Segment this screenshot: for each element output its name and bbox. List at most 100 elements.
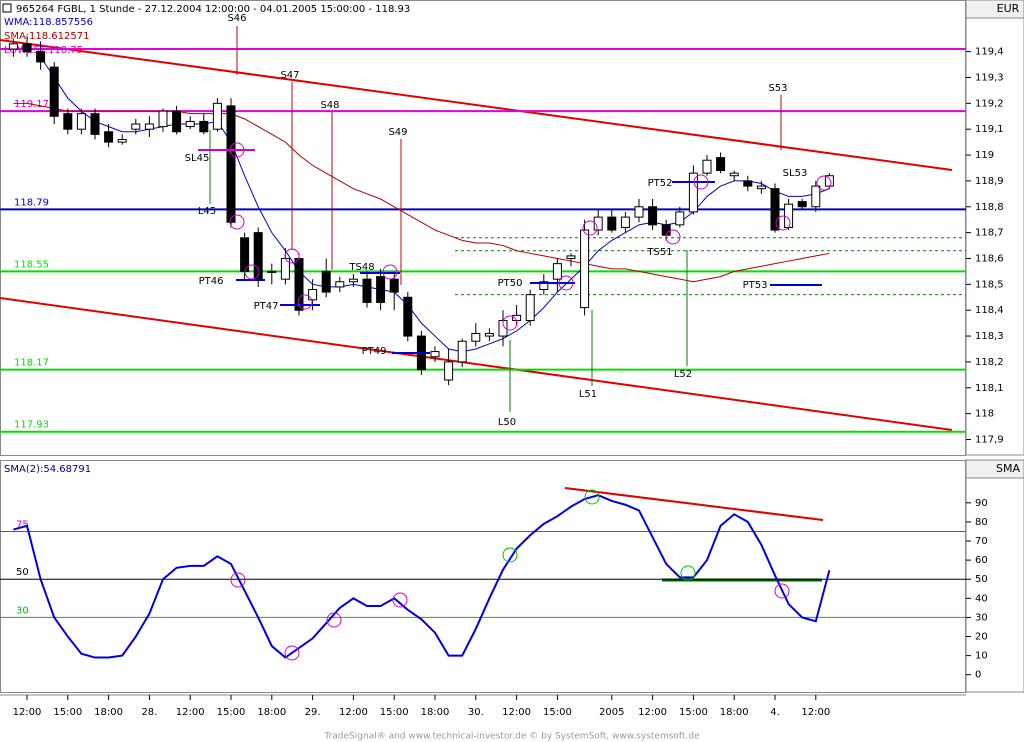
trend-line: [0, 39, 953, 171]
unit-box: [965, 0, 1024, 19]
candle-body: [566, 255, 576, 259]
y-tick-label: 118,9: [975, 176, 1004, 187]
x-tick-label: 18:00: [94, 707, 123, 718]
price-axis-frame: [965, 0, 1024, 456]
candle-body: [430, 351, 440, 358]
signal-circle: [775, 215, 791, 231]
candle-body: [226, 105, 236, 223]
candle-body: [36, 51, 46, 63]
candle-body: [362, 278, 372, 303]
candle-body: [811, 185, 821, 208]
y-tick-label: 119,1: [975, 124, 1004, 135]
signal-circle: [229, 214, 245, 230]
unit-box: [965, 459, 1024, 479]
candle-body: [348, 278, 358, 283]
line: [40, 56, 830, 353]
y-tick-label: 0: [975, 670, 981, 681]
x-tick-label: 12:00: [801, 707, 830, 718]
y-tick-label: 119,4: [975, 47, 1004, 58]
candle-body: [648, 206, 658, 226]
annotation: PT52: [648, 178, 673, 189]
x-tick-label: 15:00: [380, 707, 409, 718]
signal-circle: [284, 645, 300, 661]
candle-body: [716, 157, 726, 172]
level-label: 117.93: [14, 420, 49, 431]
candle-body: [675, 211, 685, 226]
candle-body: [702, 159, 712, 174]
axis-unit: SMA: [996, 462, 1020, 475]
y-tick-label: 50: [975, 574, 988, 585]
signal-circle: [774, 583, 790, 599]
annotation: PT47: [254, 301, 279, 312]
signal-circle: [244, 264, 260, 280]
y-tick-label: 80: [975, 517, 988, 528]
candle-body: [199, 120, 209, 133]
signal-circle: [229, 142, 245, 158]
x-tick-label: 15:00: [53, 707, 82, 718]
x-tick-label: 18:00: [257, 707, 286, 718]
signal-circle: [665, 229, 681, 245]
annotation: S48: [320, 100, 339, 111]
annotation: TS51: [646, 247, 672, 258]
candle-body: [580, 229, 590, 309]
y-tick-label: 118,5: [975, 279, 1004, 290]
signal-circle: [582, 220, 598, 236]
candle-body: [743, 180, 753, 187]
level-label: 118.55: [14, 259, 49, 270]
candle-body: [688, 172, 698, 213]
annotation: SL45: [185, 153, 210, 164]
axis-unit: EUR: [997, 2, 1020, 15]
y-tick-label: 20: [975, 632, 988, 643]
candle-body: [104, 131, 114, 143]
candle-body: [117, 139, 127, 143]
annotation: S53: [768, 83, 787, 94]
candle-body: [335, 281, 345, 288]
candle-body: [552, 263, 562, 280]
y-tick-label: 118,8: [975, 202, 1004, 213]
indicator-title: SMA(2):54.68791: [4, 464, 91, 475]
legend-entry: WMA:118.857556: [4, 17, 93, 28]
signal-circle: [584, 489, 600, 505]
y-tick-label: 118,1: [975, 383, 1004, 394]
level-label: 118.79: [14, 197, 49, 208]
signal-circle: [680, 565, 696, 581]
legend-entry: LOWEST:118.75: [4, 45, 83, 56]
y-tick-label: 30: [975, 612, 988, 623]
x-tick-label: 15:00: [679, 707, 708, 718]
trend-line: [564, 487, 824, 521]
signal-circle: [392, 592, 408, 608]
annotation: L52: [674, 369, 692, 380]
candle-body: [607, 216, 617, 231]
candle-body: [376, 276, 386, 303]
candle-body: [308, 289, 318, 301]
candle-body: [661, 224, 671, 236]
signal-circle: [502, 547, 518, 563]
candle-body: [620, 216, 630, 228]
y-tick-label: 119,3: [975, 72, 1004, 83]
y-tick-label: 118,6: [975, 253, 1004, 264]
signal-circle: [326, 612, 342, 628]
candle-body: [22, 43, 32, 53]
signal-circle: [382, 264, 398, 280]
signal-circle: [297, 294, 313, 310]
signal-circle: [693, 174, 709, 190]
x-tick-label: 12:00: [176, 707, 205, 718]
trend-line: [0, 297, 953, 431]
level-label: 75: [16, 519, 29, 530]
level-label: 50: [16, 567, 29, 578]
candle-body: [321, 270, 331, 293]
annotation: L45: [198, 206, 216, 217]
x-tick-label: 18:00: [720, 707, 749, 718]
legend-entry: SMA:118.612571: [4, 31, 89, 42]
annotation: SL53: [783, 168, 808, 179]
candle-body: [76, 113, 86, 130]
candle-body: [267, 270, 277, 273]
candle-body: [457, 340, 467, 363]
candle-body: [144, 123, 154, 130]
footer: TradeSignal® and www.technical-investor.…: [323, 732, 700, 742]
icon: [2, 3, 12, 13]
y-tick-label: 70: [975, 536, 988, 547]
candle-body: [634, 206, 644, 218]
x-tick-label: 18:00: [421, 707, 450, 718]
